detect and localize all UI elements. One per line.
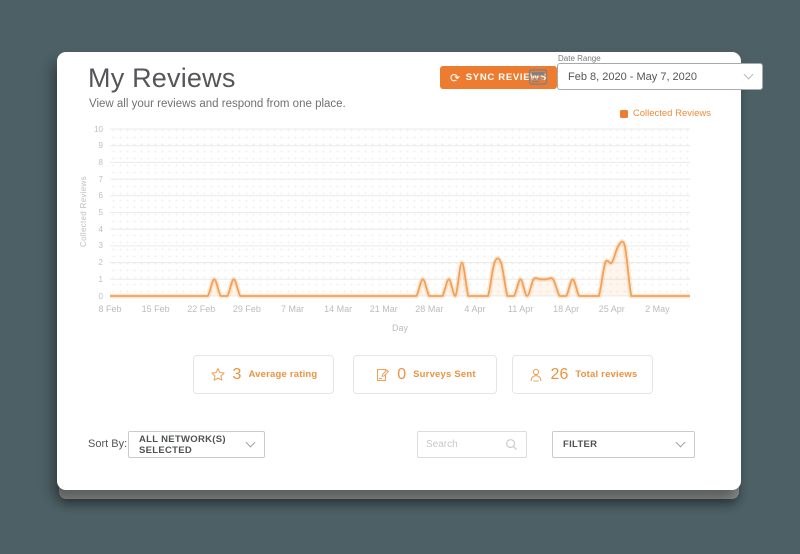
stat-card-surveys-sent: 0 Surveys Sent	[353, 355, 497, 394]
search-box	[417, 431, 527, 458]
sync-reviews-label: SYNC REVIEWS	[465, 72, 548, 83]
chevron-down-icon	[245, 437, 256, 448]
total-reviews-value: 26	[550, 365, 569, 383]
chart-legend: Collected Reviews	[619, 108, 711, 119]
date-range-value: Feb 8, 2020 - May 7, 2020	[568, 70, 698, 83]
sync-reviews-button[interactable]: ⟳ SYNC REVIEWS	[440, 66, 558, 89]
chart-canvas[interactable]	[109, 127, 690, 299]
average-rating-label: Average rating	[248, 369, 318, 380]
date-range-label: Date Range	[558, 54, 601, 63]
sort-by-label: Sort By:	[88, 438, 128, 450]
date-range-select[interactable]: Feb 8, 2020 - May 7, 2020	[557, 63, 763, 90]
survey-icon	[374, 367, 390, 383]
chevron-down-icon	[743, 69, 754, 80]
filter-select-value: FILTER	[563, 439, 598, 450]
page-subtitle: View all your reviews and respond from o…	[89, 98, 346, 110]
total-reviews-label: Total reviews	[575, 369, 638, 380]
search-input[interactable]	[426, 439, 505, 450]
average-rating-value: 3	[232, 365, 242, 383]
network-select-value: ALL NETWORK(S) SELECTED	[139, 433, 226, 456]
y-axis-ticks: 0 1 2 3 4 5 6 7 8 9 10	[94, 124, 103, 301]
x-axis-ticks: 8 Feb 15 Feb 22 Feb 29 Feb 7 Mar 14 Mar 21 Mar…	[98, 304, 670, 314]
x-axis-title: Day	[391, 323, 408, 333]
calendar-icon	[527, 66, 549, 88]
filter-select[interactable]: FILTER	[552, 431, 695, 458]
main-card: My Reviews View all your reviews and res…	[57, 52, 763, 490]
reviews-chart[interactable]	[109, 127, 690, 299]
surveys-sent-value: 0	[397, 365, 407, 383]
reviews-icon	[528, 367, 544, 383]
legend-swatch	[619, 109, 628, 118]
legend-label: Collected Reviews	[632, 108, 711, 119]
network-select[interactable]: ALL NETWORK(S) SELECTED	[128, 431, 265, 458]
star-icon	[210, 367, 226, 383]
search-icon	[505, 438, 518, 451]
stat-card-average-rating: 3 Average rating	[193, 355, 334, 394]
sync-icon: ⟳	[450, 70, 461, 85]
page-title: My Reviews	[88, 63, 236, 93]
chevron-down-icon	[675, 437, 686, 448]
surveys-sent-label: Surveys Sent	[413, 369, 476, 380]
stat-card-total-reviews: 26 Total reviews	[512, 355, 653, 394]
